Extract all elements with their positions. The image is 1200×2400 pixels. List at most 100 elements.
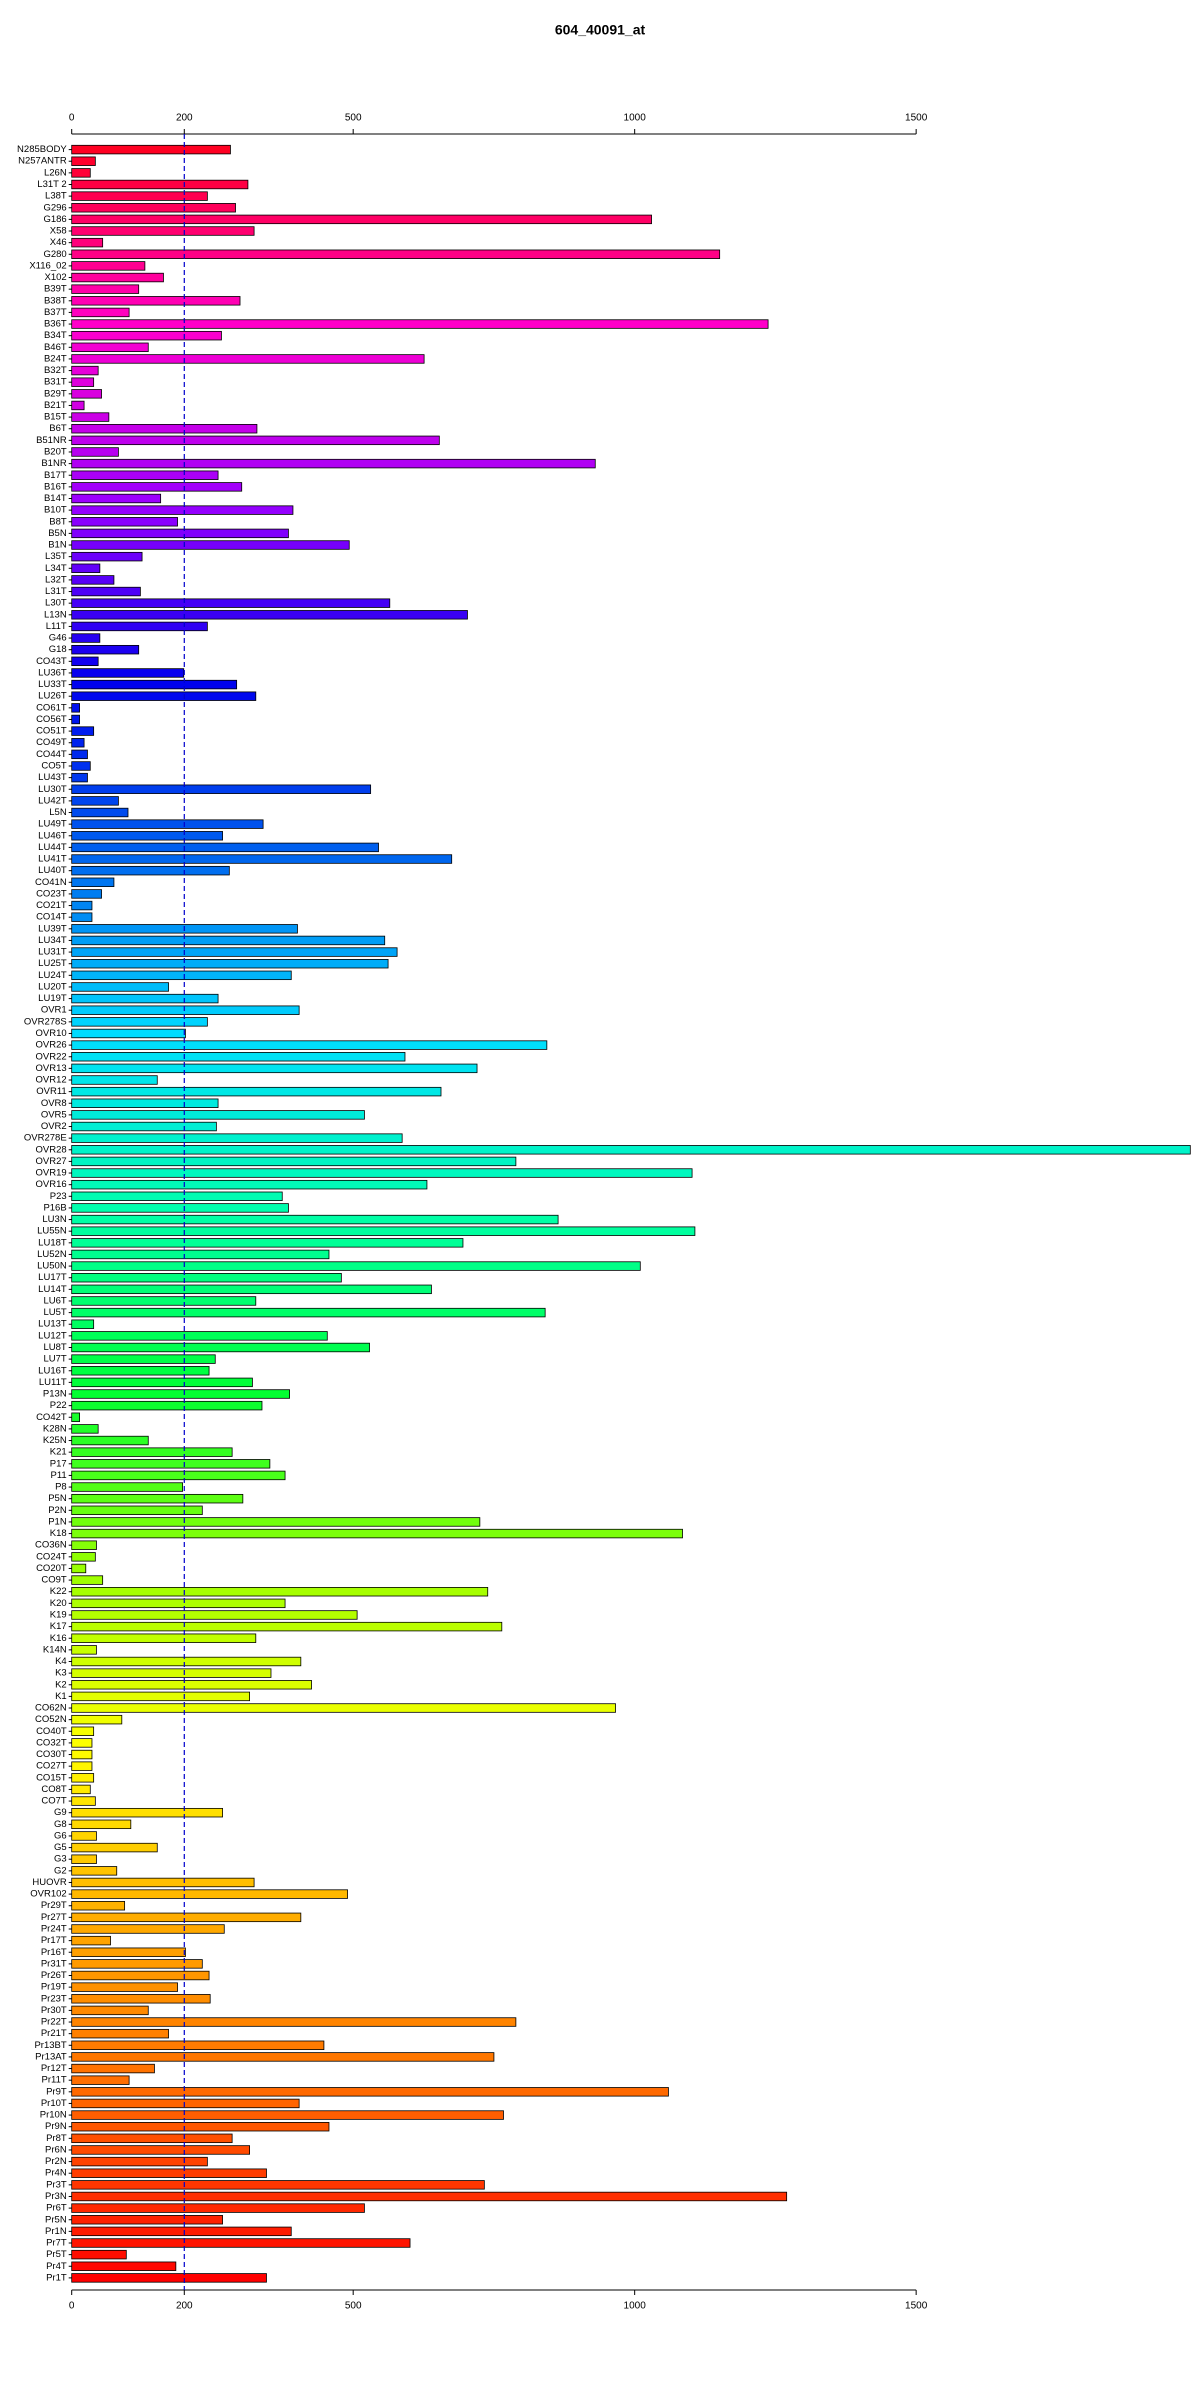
y-tick-label: CO44T — [36, 749, 67, 760]
y-tick-label: Pr1T — [46, 2272, 67, 2283]
bar — [71, 1866, 118, 1876]
bar — [71, 1749, 93, 1760]
bar — [71, 772, 88, 783]
bar — [71, 528, 289, 539]
bar — [71, 1284, 432, 1295]
x-tick-label: 0 — [69, 2301, 75, 2312]
bar — [71, 714, 80, 725]
y-tick-label: Pr4N — [45, 2168, 67, 2179]
y-tick-label: CO36N — [35, 1540, 67, 1551]
bar — [71, 2017, 517, 2027]
bar — [71, 1819, 132, 1830]
y-tick-label: K14N — [43, 1644, 67, 1655]
bar — [71, 1168, 693, 1178]
bar — [71, 621, 208, 632]
y-tick-label: Pr7T — [46, 2238, 67, 2249]
y-tick-label: P13N — [43, 1389, 67, 1400]
bar — [71, 1296, 257, 1306]
y-tick-label: N257ANTR — [18, 156, 67, 167]
bar — [71, 644, 140, 655]
bar — [71, 1970, 210, 1981]
y-tick-label: N285BODY — [17, 144, 67, 155]
bar — [71, 1761, 93, 1771]
bar — [71, 1075, 158, 1085]
bar — [71, 1563, 87, 1574]
bar — [71, 1261, 641, 1271]
bar — [71, 1621, 503, 1632]
y-tick-label: HUOVR — [32, 1877, 66, 1888]
bar — [71, 877, 115, 887]
bar — [71, 2261, 177, 2271]
y-tick-label: L13N — [44, 609, 67, 620]
bar — [71, 2110, 504, 2120]
y-tick-label: G3 — [54, 1854, 67, 1865]
bar — [71, 1889, 348, 1899]
bar — [71, 1459, 271, 1469]
y-tick-label: OVR11 — [36, 1086, 66, 1097]
bar — [71, 1331, 328, 1341]
y-tick-label: P8 — [55, 1482, 67, 1493]
bar — [71, 2226, 292, 2237]
x-tick-label: 200 — [176, 2301, 193, 2312]
y-tick-label: X46 — [50, 237, 67, 248]
bar — [71, 1656, 302, 1667]
y-tick-label: K3 — [55, 1668, 67, 1679]
y-tick-label: Pr6N — [45, 2144, 67, 2155]
bar — [71, 482, 243, 492]
bar — [71, 1052, 406, 1062]
bar — [71, 1726, 95, 1736]
bar — [71, 761, 91, 771]
y-tick-label: B5N — [48, 528, 67, 539]
y-tick-label: Pr9N — [45, 2121, 67, 2132]
y-tick-label: CO24T — [36, 1551, 67, 1562]
bar — [71, 1319, 95, 1329]
y-tick-label: LU13T — [38, 1319, 67, 1330]
bar — [71, 1598, 286, 1609]
y-tick-label: LU50N — [37, 1261, 67, 1272]
y-tick-label: CO62N — [35, 1703, 67, 1714]
bar — [71, 1203, 289, 1213]
y-tick-label: LU14T — [38, 1284, 67, 1295]
bar — [71, 982, 169, 992]
bar — [71, 935, 386, 946]
bar — [71, 1982, 178, 1992]
bar — [71, 889, 102, 899]
y-tick-label: LU41T — [38, 854, 67, 865]
y-tick-label: X102 — [45, 272, 67, 283]
y-tick-label: LU18T — [38, 1237, 67, 1248]
y-tick-label: K28N — [43, 1423, 67, 1434]
bar — [71, 2063, 155, 2074]
bar — [71, 1691, 250, 1702]
y-tick-label: LU26T — [38, 691, 67, 702]
y-tick-label: Pr1N — [45, 2226, 67, 2237]
y-tick-label: G5 — [54, 1842, 67, 1853]
y-tick-label: P1N — [48, 1516, 67, 1527]
bar — [71, 540, 350, 550]
y-tick-label: K16 — [50, 1633, 67, 1644]
y-tick-label: CO9T — [41, 1575, 67, 1586]
bar — [71, 668, 185, 678]
y-tick-label: LU55N — [37, 1226, 67, 1237]
bar — [71, 1098, 219, 1108]
bar — [71, 1191, 283, 1202]
bar — [71, 1645, 97, 1655]
bar — [71, 2273, 267, 2283]
bar — [71, 598, 391, 608]
y-tick-label: OVR1 — [41, 1005, 67, 1016]
bar — [71, 2052, 495, 2062]
bar — [71, 551, 143, 562]
y-tick-label: B21T — [44, 400, 67, 411]
y-tick-label: LU31T — [38, 947, 67, 958]
bar — [71, 1924, 225, 1934]
y-tick-label: CO40T — [36, 1726, 67, 1737]
y-tick-label: OVR278S — [24, 1016, 67, 1027]
x-tick-label: 1500 — [905, 2301, 928, 2312]
y-tick-label: P23 — [50, 1191, 67, 1202]
bar — [71, 1505, 203, 1516]
bar — [71, 1901, 126, 1911]
y-tick-label: Pr10T — [41, 2098, 67, 2109]
y-tick-label: Pr19T — [41, 1982, 67, 1993]
y-tick-label: CO20T — [36, 1563, 67, 1574]
y-tick-label: LU52N — [37, 1249, 67, 1260]
bar — [71, 505, 294, 515]
